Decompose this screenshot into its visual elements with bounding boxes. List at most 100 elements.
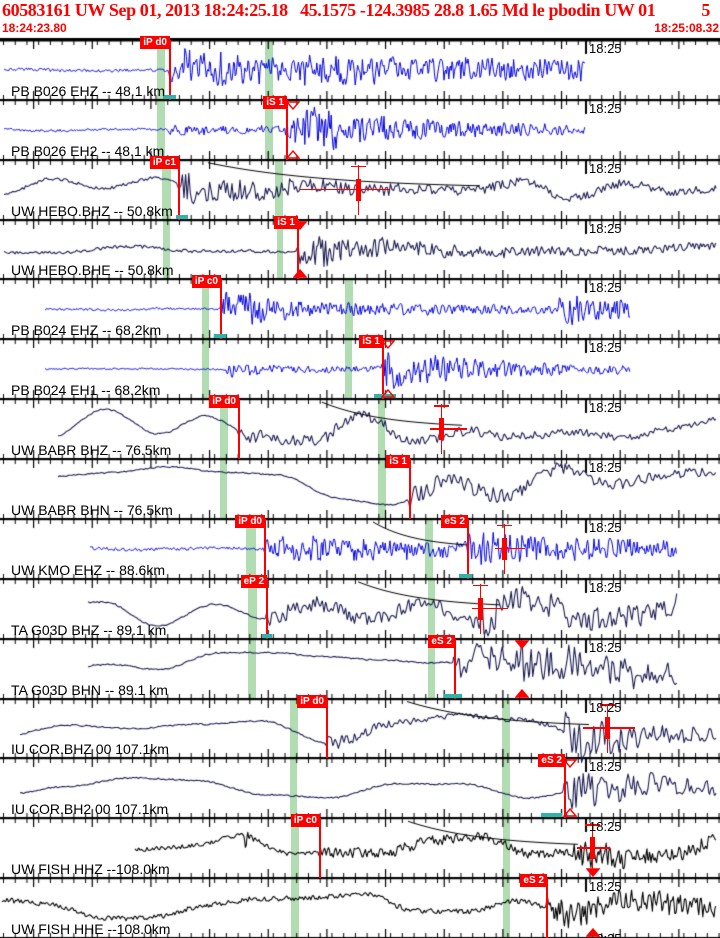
- time-range: 18:24:23.80 18:25:08.32: [0, 21, 720, 36]
- pick-triangle-icon: [586, 868, 600, 878]
- minute-label: 18:25: [589, 699, 622, 715]
- station-label: UW BABR BHZ -- 76.5km: [11, 442, 172, 459]
- phase-window-band: [378, 459, 386, 519]
- pick-triangle-icon: [293, 269, 307, 279]
- pick-triangle-icon: [515, 688, 529, 698]
- coda-marker: [444, 693, 462, 698]
- minute-label: 18:25: [589, 100, 622, 116]
- amplitude-marker-part: [472, 607, 508, 610]
- pick-triangle-icon: [381, 340, 395, 350]
- trace-row[interactable]: iP d0 18:25 IU COR.BHZ 00 107.1km: [0, 694, 720, 759]
- minute-label: 18:25: [589, 579, 622, 595]
- pick-label[interactable]: iP c0: [191, 275, 221, 289]
- minute-label: 18:25: [589, 759, 622, 775]
- pick-label[interactable]: iS 1: [263, 95, 287, 109]
- trace-row[interactable]: iP c0 18:25 UW FISH HHZ --108.0km: [0, 814, 720, 879]
- amplitude-marker-part: [351, 165, 366, 168]
- pick-label[interactable]: eS 2: [441, 514, 468, 528]
- phase-window-band: [345, 339, 352, 400]
- phase-window-band: [265, 40, 273, 100]
- pick-label[interactable]: iP d0: [209, 395, 239, 409]
- window-end-time: 18:25:08.32: [654, 21, 719, 35]
- amplitude-marker-part: [583, 727, 635, 730]
- pick-triangle-icon: [563, 759, 577, 769]
- pick-label[interactable]: eP 2: [240, 574, 267, 588]
- minute-label: 18:25: [589, 639, 622, 655]
- trace-row[interactable]: iS 1 18:25 PB B024 EH1 -- 68.2km: [0, 335, 720, 400]
- pick-label[interactable]: iP d0: [235, 514, 265, 528]
- pick-triangle-icon: [286, 101, 300, 110]
- phase-window-band: [502, 698, 510, 759]
- station-label: UW KMO EHZ -- 88.6km: [11, 561, 166, 578]
- event-title: 60583161 UW Sep 01, 2013 18:24:25.18 45.…: [0, 0, 720, 22]
- pick-triangle-icon: [586, 927, 600, 937]
- pick-label[interactable]: eS 2: [538, 754, 565, 768]
- pick-label[interactable]: iP c1: [149, 155, 179, 169]
- station-label: UW HEBO.BHZ -- 50.8km: [11, 202, 173, 219]
- pick-label[interactable]: eS 2: [428, 634, 455, 648]
- coda-marker: [459, 573, 472, 578]
- pick-label[interactable]: iP d0: [140, 36, 170, 49]
- station-label: TA G03D BHN -- 89.1 km: [11, 681, 168, 698]
- station-label: UW FISH HHE --108.0km: [11, 920, 171, 937]
- phase-window-band: [502, 758, 510, 819]
- trace-row[interactable]: iS 1 18:25 UW HEBO.BHE -- 50.8km: [0, 215, 720, 280]
- station-label: PB B026 EHZ -- 48.1 km: [11, 82, 166, 99]
- phase-window-band: [378, 399, 385, 460]
- station-label: UW HEBO.BHE -- 50.8km: [11, 262, 174, 279]
- amplitude-marker-part: [497, 524, 512, 527]
- station-label: TA G03D BHZ -- 89.1 km: [11, 621, 167, 638]
- minute-label: 18:25: [589, 460, 622, 476]
- trace-row[interactable]: eS 2 18:25 UW FISH HHE --108.0km: [0, 874, 720, 938]
- phase-window-band: [503, 818, 510, 879]
- minute-label: 18:25: [589, 400, 622, 416]
- phase-window-band: [275, 159, 283, 220]
- station-label: PB B024 EH1 -- 68.2km: [11, 382, 161, 399]
- pick-label[interactable]: iP d0: [297, 694, 327, 708]
- amplitude-marker-part: [430, 428, 467, 430]
- coda-marker: [541, 813, 562, 818]
- event-summary-text: 60583161 UW Sep 01, 2013 18:24:25.18 45.…: [2, 0, 656, 20]
- pick-label[interactable]: iS 1: [359, 335, 383, 349]
- phase-window-band: [248, 638, 256, 699]
- minute-label: 18:25: [589, 519, 622, 535]
- trace-row[interactable]: iP d0 18:25 UW BABR BHZ -- 76.5km: [0, 395, 720, 460]
- pick-triangle-icon: [286, 149, 300, 159]
- pick-triangle-icon: [563, 808, 577, 817]
- station-label: UW FISH HHZ --108.0km: [11, 861, 170, 878]
- trace-row[interactable]: iP c0 18:25 PB B024 EHZ -- 68.2km: [0, 275, 720, 340]
- phase-window-band: [345, 279, 353, 340]
- minute-label: 18:25: [589, 340, 622, 356]
- minute-label: 18:25: [589, 280, 622, 296]
- trace-row[interactable]: eP 2 18:25 TA G03D BHZ -- 89.1 km: [0, 574, 720, 639]
- minute-label: 18:25: [589, 41, 622, 56]
- minute-label: 18:25: [589, 819, 622, 835]
- pick-label[interactable]: eS 2: [520, 874, 547, 888]
- amplitude-marker-part: [577, 847, 610, 849]
- amplitude-marker-part: [434, 405, 449, 407]
- pick-label[interactable]: iP c0: [290, 814, 320, 828]
- trace-row[interactable]: iP d0 18:25 PB B026 EHZ -- 48.1 km: [0, 36, 720, 100]
- phase-window-band: [425, 518, 433, 579]
- phase-window-band: [220, 459, 227, 519]
- amplitude-marker-part: [473, 584, 488, 587]
- phase-window-band: [290, 758, 297, 819]
- trace-row[interactable]: eS 2 18:25 IU COR.BH2 00 107.1km: [0, 754, 720, 819]
- trace-row[interactable]: iS 1 18:25 UW BABR BHN -- 76.5km: [0, 455, 720, 519]
- trace-row[interactable]: iP d0 eS 2 18:25 UW KMO EHZ -- 88.6km: [0, 514, 720, 579]
- phase-window-band: [428, 578, 435, 639]
- pick-label[interactable]: iS 1: [386, 455, 410, 469]
- station-label: IU COR.BH2 00 107.1km: [11, 801, 169, 818]
- coda-marker: [176, 214, 188, 219]
- trace-row[interactable]: iP c1 18:25 UW HEBO.BHZ -- 50.8km: [0, 155, 720, 220]
- trace-row[interactable]: eS 2 18:25 TA G03D BHN -- 89.1 km: [0, 634, 720, 699]
- event-flag-text: 5: [701, 0, 710, 20]
- coda-marker: [214, 334, 226, 339]
- station-label: IU COR.BHZ 00 107.1km: [11, 741, 169, 758]
- minute-label: 18:25: [589, 879, 622, 895]
- trace-row[interactable]: iS 1 18:25 PB B026 EH2 -- 48.1 km: [0, 95, 720, 160]
- pick-triangle-icon: [293, 220, 307, 230]
- station-label: UW BABR BHN -- 76.5km: [11, 501, 173, 518]
- minute-label: 18:25: [589, 220, 622, 236]
